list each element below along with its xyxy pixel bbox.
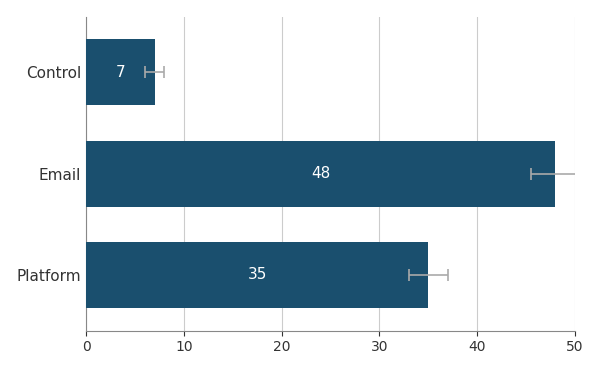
Bar [86,39,155,105]
Text: 7: 7 [116,65,125,80]
Text: 48: 48 [311,166,330,181]
Text: 35: 35 [247,267,267,282]
Bar [86,242,428,308]
Bar [86,141,555,207]
